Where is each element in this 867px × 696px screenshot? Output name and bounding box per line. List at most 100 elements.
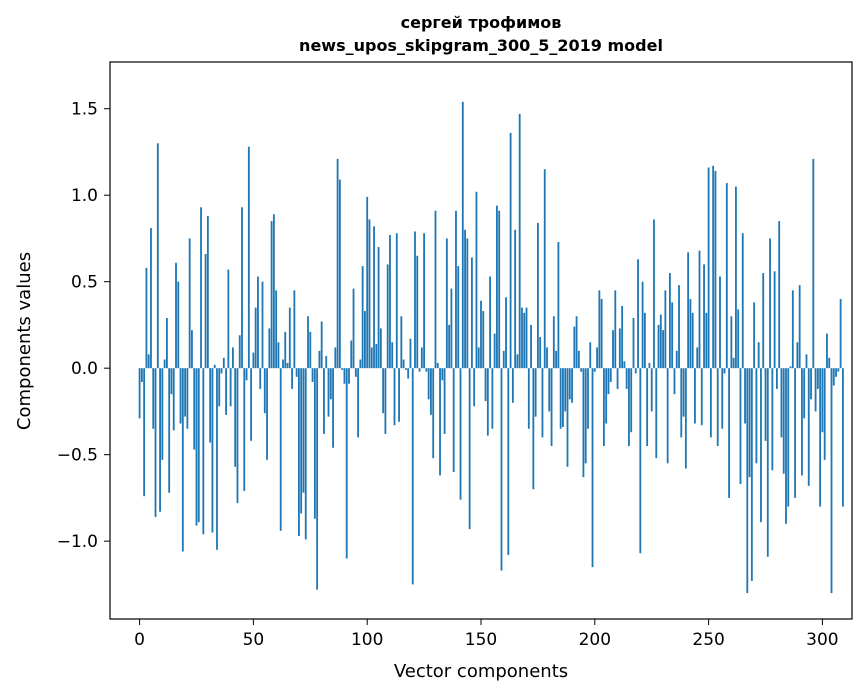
bar-84 — [329, 368, 332, 400]
bar-43 — [236, 368, 239, 504]
bar-129 — [432, 368, 435, 459]
y-tick-label: −1.0 — [57, 532, 98, 552]
bar-173 — [532, 368, 535, 490]
bar-130 — [434, 210, 437, 369]
bar-113 — [395, 233, 398, 369]
bar-269 — [750, 368, 753, 581]
bar-81 — [323, 368, 325, 434]
bar-70 — [298, 368, 300, 536]
bar-105 — [377, 247, 380, 369]
bar-177 — [541, 368, 544, 438]
bar-169 — [523, 312, 526, 369]
bar-50 — [252, 352, 255, 369]
bar-162 — [507, 368, 510, 555]
bar-268 — [748, 368, 751, 478]
bar-56 — [266, 368, 268, 460]
bar-292 — [803, 368, 806, 419]
bar-287 — [791, 290, 794, 369]
bar-214 — [625, 368, 628, 389]
bar-246 — [698, 250, 701, 369]
bar-306 — [835, 368, 837, 377]
bar-64 — [284, 331, 287, 369]
bar-241 — [687, 252, 690, 369]
bar-190 — [571, 368, 573, 403]
bar-17 — [177, 281, 180, 369]
bar-0 — [138, 368, 141, 419]
bar-285 — [787, 368, 790, 507]
bar-124 — [420, 347, 423, 369]
bar-161 — [505, 297, 507, 369]
bar-67 — [291, 368, 293, 389]
bar-260 — [730, 316, 733, 369]
bar-165 — [514, 229, 517, 369]
bar-291 — [801, 368, 803, 476]
bar-34 — [216, 368, 218, 550]
bar-148 — [475, 191, 478, 369]
bar-222 — [643, 312, 646, 369]
bar-154 — [489, 276, 492, 369]
bar-277 — [769, 238, 771, 369]
bar-278 — [771, 368, 774, 471]
bar-279 — [773, 271, 776, 369]
bar-111 — [391, 342, 394, 369]
bar-231 — [664, 290, 667, 369]
bar-264 — [739, 368, 742, 485]
bar-51 — [254, 307, 257, 369]
bar-100 — [366, 196, 369, 369]
bar-270 — [753, 302, 756, 369]
bar-66 — [288, 307, 291, 369]
bar-256 — [721, 368, 724, 429]
bar-229 — [659, 314, 662, 369]
bar-198 — [589, 342, 592, 369]
bar-120 — [411, 368, 414, 585]
bar-90 — [343, 368, 346, 384]
bar-24 — [193, 368, 196, 450]
bar-40 — [229, 368, 232, 407]
bar-276 — [766, 368, 769, 557]
bar-215 — [628, 368, 630, 447]
bar-245 — [696, 347, 699, 369]
bar-188 — [566, 368, 569, 467]
bar-98 — [361, 266, 364, 369]
chart-title-line-2: news_upos_skipgram_300_5_2019 model — [299, 36, 663, 55]
bar-132 — [439, 368, 441, 476]
bar-52 — [257, 276, 259, 369]
bar-237 — [678, 285, 680, 369]
bar-127 — [427, 368, 430, 400]
bar-267 — [746, 368, 749, 594]
bar-184 — [557, 241, 560, 369]
bar-281 — [778, 221, 781, 369]
bar-302 — [826, 333, 828, 369]
bar-29 — [204, 254, 207, 369]
bar-21 — [186, 368, 189, 429]
bar-224 — [648, 362, 651, 369]
bar-57 — [268, 328, 271, 369]
bar-12 — [165, 318, 168, 369]
bar-228 — [657, 324, 660, 369]
bar-54 — [261, 281, 264, 369]
bar-294 — [807, 368, 810, 486]
bar-253 — [714, 170, 717, 369]
bar-71 — [300, 368, 303, 514]
bar-189 — [568, 368, 571, 400]
bar-143 — [464, 229, 466, 369]
bar-168 — [521, 307, 523, 369]
bar-286 — [789, 366, 792, 369]
bar-290 — [798, 285, 801, 369]
bar-244 — [694, 368, 696, 424]
bar-23 — [191, 330, 193, 369]
bar-123 — [418, 368, 421, 372]
bar-186 — [562, 368, 564, 427]
bar-207 — [609, 368, 612, 383]
bar-119 — [409, 338, 412, 369]
bar-255 — [719, 276, 721, 369]
x-tick-label: 200 — [579, 630, 611, 650]
bar-151 — [482, 311, 485, 369]
bar-236 — [675, 350, 678, 369]
bar-230 — [662, 330, 664, 369]
bar-153 — [486, 368, 489, 436]
bar-41 — [232, 347, 234, 369]
bar-87 — [336, 158, 339, 369]
bar-271 — [755, 368, 758, 464]
